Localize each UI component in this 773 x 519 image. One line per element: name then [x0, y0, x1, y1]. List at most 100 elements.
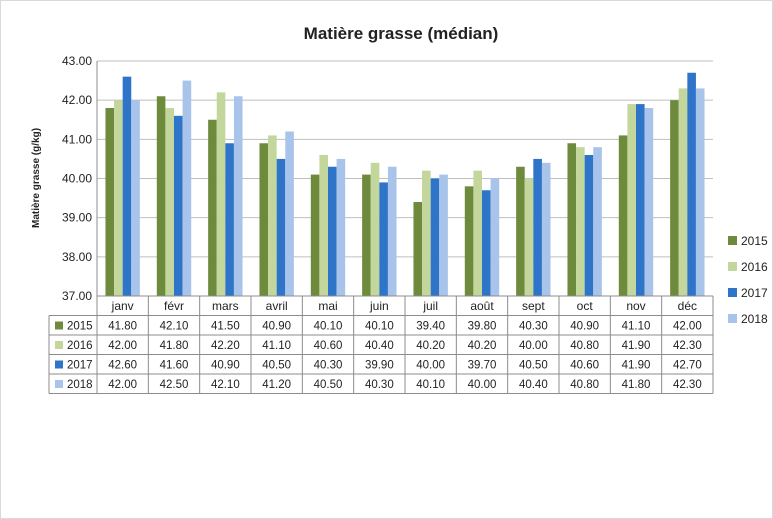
bar-2017-nov [636, 104, 645, 296]
bar-2016-nov [627, 104, 636, 296]
x-tick-label: janv [111, 299, 134, 313]
data-label: 42.00 [673, 321, 702, 333]
bar-2017-mai [328, 166, 337, 296]
data-label: 40.10 [416, 379, 445, 391]
bar-2016-janv [114, 100, 123, 297]
data-label: 40.90 [262, 321, 291, 333]
y-axis-label: Matière grasse (g/kg) [31, 128, 42, 228]
data-label: 40.00 [416, 360, 445, 372]
legend-label: 2015 [741, 234, 768, 248]
legend-swatch [728, 288, 737, 297]
bar-2016-juil [422, 170, 431, 296]
bar-2015-avril [259, 143, 269, 296]
bar-2015-août [464, 186, 474, 296]
bar-2015-sept [516, 166, 525, 296]
chart-title: Matière grasse (médian) [304, 24, 499, 43]
x-tick-label: avril [266, 299, 288, 313]
data-label: 40.00 [468, 379, 497, 391]
bar-2016-juin [370, 162, 380, 296]
table-legend-swatch [55, 321, 63, 330]
legend-label: 2018 [741, 312, 768, 326]
data-label: 41.90 [622, 360, 651, 372]
data-label: 40.80 [570, 379, 599, 391]
legend-label: 2016 [741, 260, 768, 274]
legend: 2015 2016 2017 2018 [728, 234, 768, 326]
data-label: 41.80 [622, 379, 651, 391]
bar-2017-août [482, 190, 491, 296]
data-label: 39.70 [468, 360, 497, 372]
bar-2018-mars [233, 96, 243, 296]
data-label: 40.10 [314, 321, 343, 333]
bar-2018-août [490, 178, 500, 296]
data-label: 39.90 [365, 360, 394, 372]
bar-2018-sept [541, 162, 551, 296]
data-label: 40.10 [365, 321, 394, 333]
data-label: 40.80 [570, 340, 599, 352]
legend-swatch [728, 262, 737, 271]
data-label: 40.60 [570, 360, 599, 372]
bar-2015-mai [310, 174, 320, 296]
legend-label: 2017 [741, 286, 768, 300]
bar-2018-janv [131, 100, 140, 297]
data-label: 41.80 [108, 321, 137, 333]
data-label: 42.60 [108, 360, 137, 372]
table-series-name: 2015 [67, 321, 93, 333]
bar-2015-juin [362, 174, 371, 296]
bar-2016-avril [268, 135, 277, 296]
bar-2018-avril [285, 131, 294, 296]
y-tick-label: 39.00 [62, 211, 92, 225]
bars [105, 72, 705, 297]
bar-2016-sept [524, 178, 534, 296]
data-label: 41.10 [622, 321, 651, 333]
data-label: 41.50 [211, 321, 240, 333]
data-label: 40.30 [365, 379, 394, 391]
data-label: 40.50 [519, 360, 548, 372]
x-tick-label: mars [212, 299, 239, 313]
data-label: 40.00 [519, 340, 548, 352]
bar-2017-oct [584, 155, 594, 296]
x-tick-label: sept [522, 299, 545, 313]
y-tick-label: 38.00 [62, 250, 92, 264]
y-tick-label: 37.00 [62, 289, 92, 303]
data-label: 42.10 [211, 379, 240, 391]
x-tick-label: mai [318, 299, 337, 313]
data-label: 42.30 [673, 379, 702, 391]
bar-2017-févr [174, 115, 183, 296]
data-label: 40.90 [211, 360, 240, 372]
table-series-name: 2018 [67, 379, 93, 391]
bar-2017-juil [430, 178, 440, 296]
legend-swatch [728, 236, 737, 245]
bar-2015-oct [567, 143, 577, 296]
bar-2017-déc [687, 72, 696, 296]
x-tick-label: févr [164, 299, 184, 313]
table-series-name: 2016 [67, 340, 93, 352]
bar-2015-mars [208, 119, 217, 296]
data-label: 42.20 [211, 340, 240, 352]
data-label: 40.50 [262, 360, 291, 372]
bar-2015-janv [105, 108, 115, 296]
x-tick-label: oct [577, 299, 594, 313]
bar-2015-févr [156, 96, 166, 296]
data-label: 41.10 [262, 340, 291, 352]
bar-2015-déc [670, 100, 679, 297]
data-label: 41.90 [622, 340, 651, 352]
table-legend-swatch [55, 360, 63, 369]
bar-2018-mai [336, 158, 346, 296]
data-label: 40.20 [416, 340, 445, 352]
y-tick-label: 41.00 [62, 132, 92, 146]
bar-2016-mai [319, 155, 328, 296]
table-legend-swatch [55, 341, 63, 349]
x-tick-label: août [470, 299, 494, 313]
data-label: 40.40 [519, 379, 548, 391]
x-tick-label: juil [422, 299, 438, 313]
bar-2016-déc [678, 88, 688, 297]
data-label: 40.60 [314, 340, 343, 352]
data-label: 41.20 [262, 379, 291, 391]
y-tick-label: 43.00 [62, 54, 92, 68]
bar-2018-nov [644, 108, 654, 296]
data-label: 42.10 [160, 321, 189, 333]
bar-2015-juil [413, 202, 423, 296]
y-tick-label: 40.00 [62, 172, 92, 186]
data-label: 42.00 [108, 340, 137, 352]
table-series-name: 2017 [67, 360, 93, 372]
